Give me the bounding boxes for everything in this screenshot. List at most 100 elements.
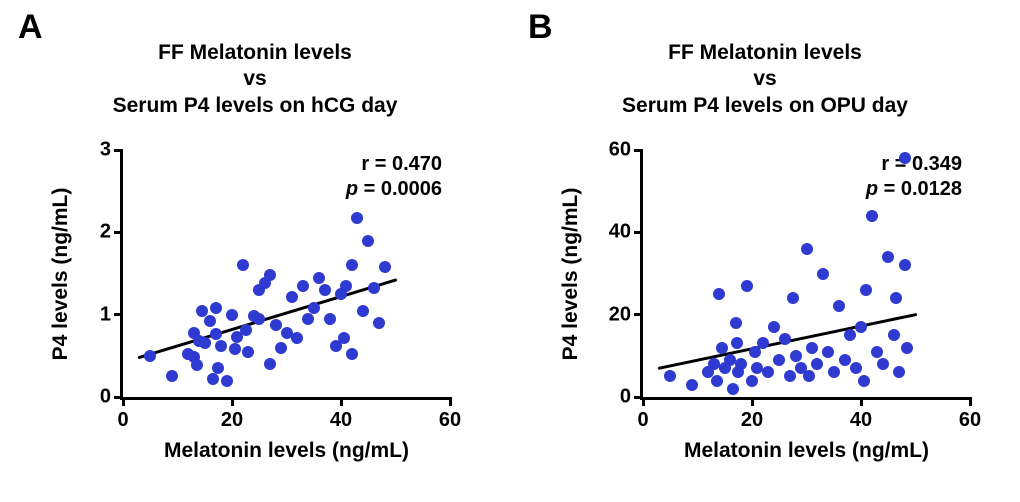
- data-point: [773, 354, 785, 366]
- x-tick: [860, 397, 863, 406]
- data-point: [340, 280, 352, 292]
- data-point: [817, 268, 829, 280]
- data-point: [166, 370, 178, 382]
- data-point: [351, 212, 363, 224]
- panel-b-plot: r = 0.349 p = 0.0128 P4 levels (ng/mL) M…: [640, 150, 970, 400]
- data-point: [901, 342, 913, 354]
- panel-b-title-line2: vs: [510, 66, 1020, 92]
- data-point: [229, 343, 241, 355]
- data-point: [368, 282, 380, 294]
- data-point: [806, 342, 818, 354]
- data-point: [664, 370, 676, 382]
- data-point: [787, 292, 799, 304]
- data-point: [302, 313, 314, 325]
- data-point: [822, 346, 834, 358]
- y-tick-label: 20: [609, 303, 631, 326]
- data-point: [286, 291, 298, 303]
- data-point: [242, 346, 254, 358]
- panel-b: B FF Melatonin levels vs Serum P4 levels…: [510, 0, 1020, 502]
- data-point: [803, 370, 815, 382]
- data-point: [850, 362, 862, 374]
- data-point: [888, 329, 900, 341]
- data-point: [297, 280, 309, 292]
- data-point: [844, 329, 856, 341]
- panel-a-title-line3: Serum P4 levels on hCG day: [0, 93, 510, 119]
- data-point: [790, 350, 802, 362]
- y-tick: [634, 313, 643, 316]
- x-tick-label: 40: [850, 409, 872, 432]
- x-tick: [751, 397, 754, 406]
- panel-b-xlabel: Melatonin levels (ng/mL): [684, 439, 929, 463]
- data-point: [779, 333, 791, 345]
- panel-b-title-line3: Serum P4 levels on OPU day: [510, 93, 1020, 119]
- panel-a-r: r = 0.470: [346, 152, 442, 177]
- figure: A FF Melatonin levels vs Serum P4 levels…: [0, 0, 1020, 502]
- data-point: [215, 340, 227, 352]
- data-point: [757, 337, 769, 349]
- data-point: [196, 305, 208, 317]
- data-point: [324, 313, 336, 325]
- data-point: [270, 319, 282, 331]
- data-point: [784, 370, 796, 382]
- data-point: [839, 354, 851, 366]
- panel-b-title-line1: FF Melatonin levels: [510, 40, 1020, 66]
- y-tick: [114, 231, 123, 234]
- panel-a-title-line2: vs: [0, 66, 510, 92]
- panel-b-stats: r = 0.349 p = 0.0128: [866, 152, 962, 202]
- y-tick-label: 0: [100, 386, 111, 409]
- data-point: [746, 375, 758, 387]
- data-point: [204, 315, 216, 327]
- y-tick: [114, 149, 123, 152]
- data-point: [877, 358, 889, 370]
- x-tick: [231, 397, 234, 406]
- data-point: [226, 309, 238, 321]
- data-point: [730, 317, 742, 329]
- y-tick: [634, 231, 643, 234]
- data-point: [373, 317, 385, 329]
- data-point: [240, 324, 252, 336]
- x-tick-label: 40: [330, 409, 352, 432]
- x-tick-label: 20: [221, 409, 243, 432]
- data-point: [191, 359, 203, 371]
- data-point: [855, 321, 867, 333]
- x-tick-label: 60: [439, 409, 461, 432]
- data-point: [207, 373, 219, 385]
- data-point: [253, 313, 265, 325]
- x-tick: [449, 397, 452, 406]
- panel-a-title: FF Melatonin levels vs Serum P4 levels o…: [0, 40, 510, 119]
- data-point: [264, 358, 276, 370]
- data-point: [768, 321, 780, 333]
- data-point: [713, 288, 725, 300]
- data-point: [890, 292, 902, 304]
- data-point: [144, 350, 156, 362]
- data-point: [727, 383, 739, 395]
- data-point: [346, 348, 358, 360]
- data-point: [893, 366, 905, 378]
- x-tick-label: 0: [637, 409, 648, 432]
- data-point: [237, 259, 249, 271]
- data-point: [899, 259, 911, 271]
- data-point: [338, 332, 350, 344]
- data-point: [735, 358, 747, 370]
- data-point: [762, 366, 774, 378]
- data-point: [275, 342, 287, 354]
- y-tick-label: 60: [609, 139, 631, 162]
- y-tick-label: 1: [100, 303, 111, 326]
- data-point: [716, 342, 728, 354]
- y-tick-label: 0: [620, 386, 631, 409]
- x-tick-label: 0: [117, 409, 128, 432]
- data-point: [833, 300, 845, 312]
- data-point: [210, 328, 222, 340]
- data-point: [858, 375, 870, 387]
- panel-b-r: r = 0.349: [866, 152, 962, 177]
- data-point: [313, 272, 325, 284]
- data-point: [379, 261, 391, 273]
- panel-b-p: p = 0.0128: [866, 177, 962, 202]
- panel-a-plot: r = 0.470 p = 0.0006 P4 levels (ng/mL) M…: [120, 150, 450, 400]
- y-tick: [634, 149, 643, 152]
- data-point: [199, 337, 211, 349]
- data-point: [882, 251, 894, 263]
- panel-a-xlabel: Melatonin levels (ng/mL): [164, 439, 409, 463]
- y-tick-label: 2: [100, 221, 111, 244]
- data-point: [346, 259, 358, 271]
